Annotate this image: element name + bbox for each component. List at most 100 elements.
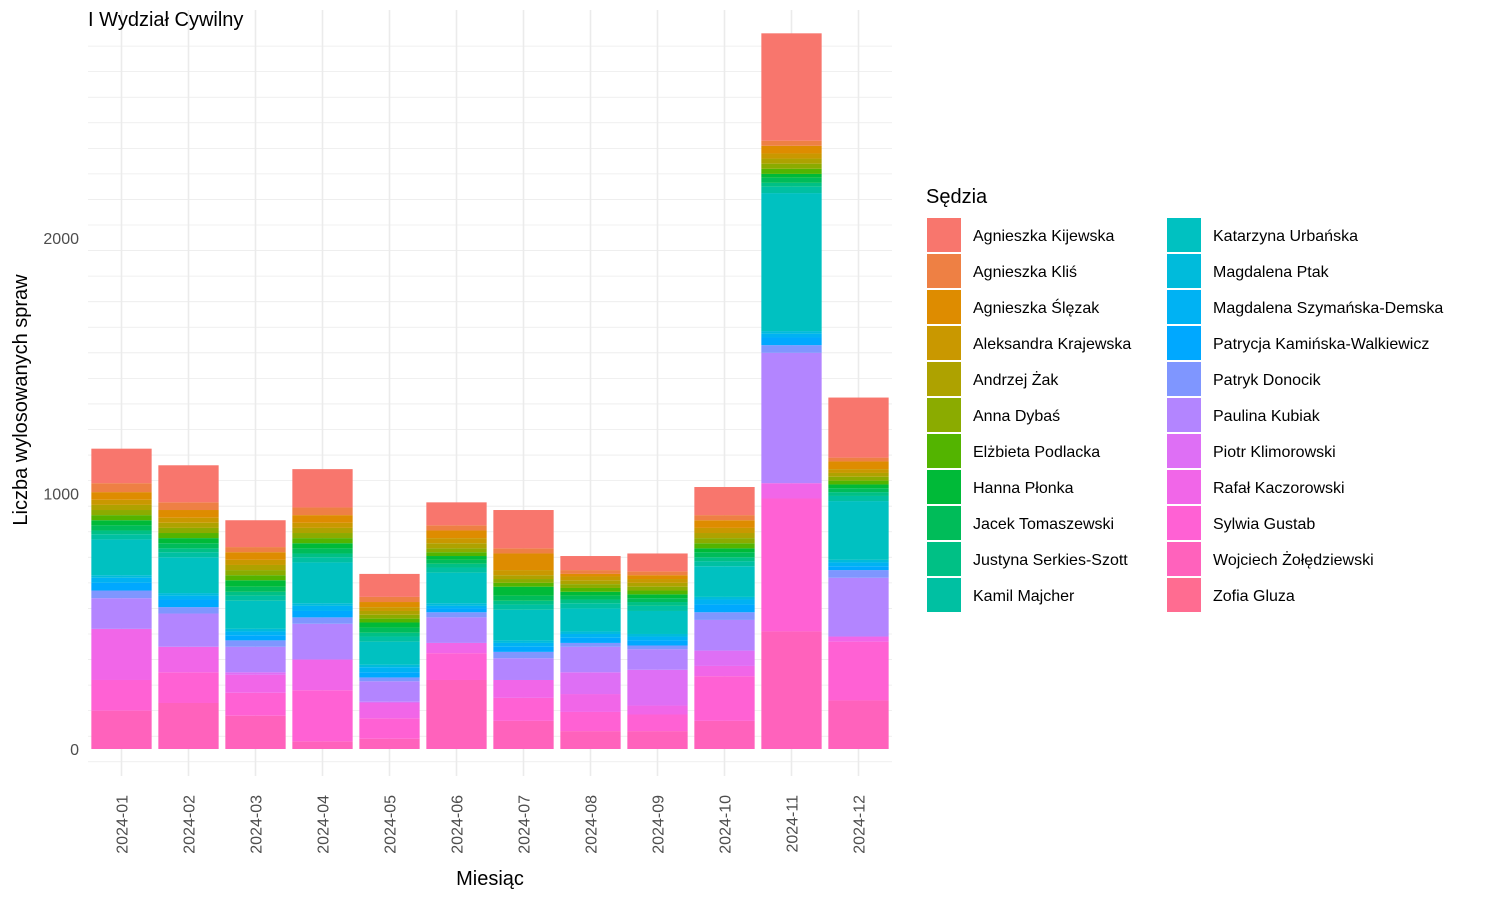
bar-segment — [761, 182, 822, 187]
bar-segment — [694, 538, 755, 544]
bar-segment — [560, 580, 621, 585]
x-tick-label: 2024-10 — [718, 795, 735, 854]
bar-segment — [694, 520, 755, 528]
bar-segment — [761, 498, 822, 632]
bar-segment — [560, 694, 621, 712]
bar-segment — [828, 488, 889, 493]
x-tick-label: 2024-12 — [852, 795, 869, 854]
bar-segment — [493, 697, 554, 721]
bar-segment — [694, 676, 755, 721]
legend-swatch — [927, 326, 961, 360]
bar-segment — [359, 602, 420, 608]
bar-segment — [560, 672, 621, 695]
bar-segment — [493, 595, 554, 601]
bar-segment — [225, 600, 286, 629]
bar-segment — [560, 573, 621, 577]
bar-segment — [158, 552, 219, 558]
bar-segment — [225, 575, 286, 581]
bar-segment — [359, 596, 420, 603]
bar-segment — [158, 593, 219, 596]
legend-swatch — [927, 542, 961, 576]
bar-segment — [225, 547, 286, 553]
legend-swatch — [927, 290, 961, 324]
bar-segment — [426, 572, 487, 604]
bar-segment — [359, 702, 420, 719]
bar-segment — [225, 580, 286, 587]
legend-label: Anna Dybaś — [973, 408, 1060, 425]
bar-segment — [560, 711, 621, 732]
legend-swatch — [1167, 290, 1201, 324]
legend-swatch — [1167, 398, 1201, 432]
bar-segment — [627, 636, 688, 641]
bar-segment — [91, 598, 152, 629]
bar-segment — [225, 564, 286, 571]
bar-segment — [426, 608, 487, 613]
bar-segment — [225, 520, 286, 548]
bar-segment — [493, 575, 554, 580]
legend-label: Katarzyna Urbańska — [1213, 228, 1358, 245]
bar-segment — [493, 586, 554, 596]
bar-segment — [292, 538, 353, 544]
bar-segment — [426, 603, 487, 606]
bar-segment — [560, 646, 621, 673]
bar-segment — [91, 492, 152, 500]
legend-swatch — [927, 218, 961, 252]
bar-segment — [627, 649, 688, 670]
bar-segment — [493, 579, 554, 583]
bar-segment — [694, 557, 755, 562]
bar-segment — [91, 510, 152, 516]
bar-segment — [359, 627, 420, 633]
bar-segment — [225, 646, 286, 673]
bar-segment — [828, 492, 889, 496]
legend-label: Andrzej Żak — [973, 370, 1059, 389]
bar-segment — [426, 642, 487, 654]
legend-swatch — [927, 506, 961, 540]
bar-segment — [292, 741, 353, 749]
legend-label: Agnieszka Kijewska — [973, 228, 1115, 245]
bar-segment — [158, 543, 219, 549]
bar-segment — [91, 520, 152, 526]
x-tick-label: 2024-08 — [584, 795, 601, 854]
legend-swatch — [1167, 470, 1201, 504]
bar-segment — [426, 552, 487, 557]
bar-segment — [627, 645, 688, 650]
legend: Sędzia Agnieszka Kijewska Agnieszka Kliś A… — [926, 186, 1443, 612]
bar-segment — [694, 604, 755, 613]
bar-segment — [91, 679, 152, 711]
bar-segment — [91, 504, 152, 511]
bar-segment — [292, 507, 353, 516]
bar-segment — [560, 603, 621, 609]
bar-segment — [158, 595, 219, 600]
legend-label: Agnieszka Ślęzak — [973, 298, 1100, 317]
bar-segment — [627, 714, 688, 732]
bar-segment — [694, 599, 755, 605]
legend-label: Magdalena Szymańska-Demska — [1213, 300, 1443, 317]
bar-segment — [493, 679, 554, 698]
bar-segment — [158, 599, 219, 608]
legend-label: Patryk Donocik — [1213, 372, 1322, 389]
bar-segment — [627, 605, 688, 611]
bar-segment — [158, 646, 219, 673]
bar-segment — [158, 607, 219, 614]
bar-segment — [225, 674, 286, 693]
legend-swatch — [927, 470, 961, 504]
bar-segment — [91, 590, 152, 599]
bar-segment — [560, 576, 621, 581]
legend-swatch — [1167, 254, 1201, 288]
bar-segment — [694, 561, 755, 567]
legend-swatch — [1167, 434, 1201, 468]
bar-segment — [493, 646, 554, 652]
bar-segment — [359, 622, 420, 628]
bar-segment — [158, 510, 219, 518]
bar-segment — [292, 617, 353, 624]
bar-segment — [694, 612, 755, 620]
bar-segment — [761, 337, 822, 346]
x-axis: 2024-01 2024-02 2024-03 2024-04 2024-05 2024-… — [115, 795, 869, 854]
bar-segment — [560, 637, 621, 643]
bar-segment — [91, 575, 152, 578]
bar-segment — [694, 650, 755, 666]
bar-segment — [91, 710, 152, 749]
bar-segment — [761, 331, 822, 334]
bar-segment — [426, 502, 487, 526]
